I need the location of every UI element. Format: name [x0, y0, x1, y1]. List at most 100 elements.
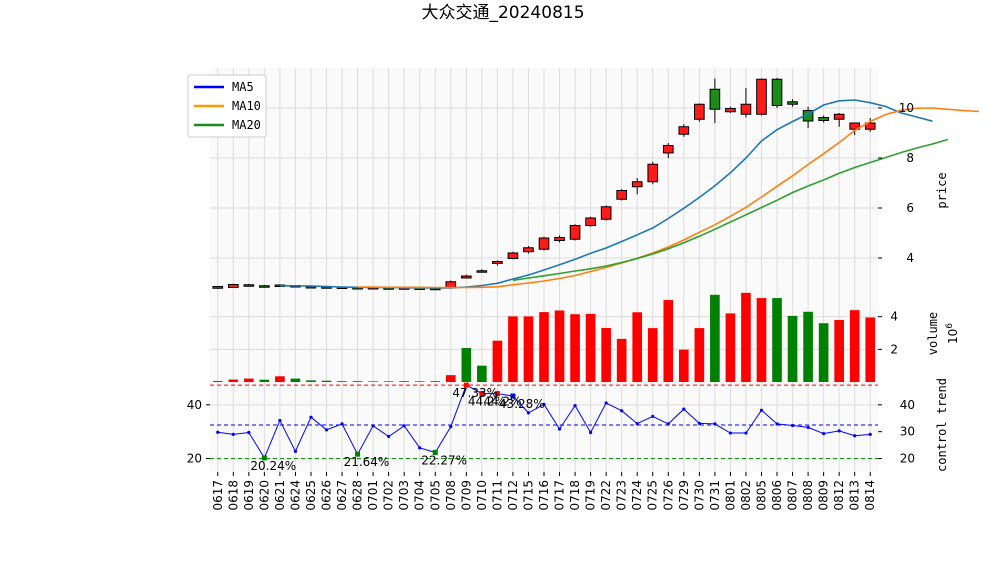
candle-body [616, 190, 627, 200]
trend-point [371, 424, 375, 428]
legend-label-ma20: MA20 [232, 118, 261, 132]
legend: MA5 MA10 MA20 [187, 74, 267, 138]
date-tick-label: 0625 [304, 480, 318, 511]
date-tick-label: 0716 [537, 480, 551, 511]
volume-bar [570, 314, 580, 382]
volume-bar [368, 381, 378, 383]
date-tick-label: 0812 [832, 480, 846, 511]
candle-body [709, 88, 721, 110]
volume-bar [337, 381, 347, 382]
candle-body [756, 78, 767, 115]
candle-body [694, 103, 705, 120]
trend-point [589, 430, 593, 435]
chart-title: 大众交通_20240815 [421, 3, 584, 23]
trend-point [682, 407, 686, 411]
volume-bar [306, 380, 316, 382]
trend-point [387, 434, 391, 439]
trend-point [402, 424, 406, 428]
volume-bar [290, 378, 301, 382]
price-panel: 4 6 8 10 price [210, 68, 980, 293]
candle-body [538, 237, 550, 250]
trend-marker [261, 455, 267, 461]
trend-point [418, 446, 422, 450]
date-tick-label: 0710 [475, 480, 489, 511]
volume-bar [399, 381, 410, 382]
trend-annotation: 22.27% [421, 453, 467, 467]
volume-bar [725, 313, 736, 382]
trend-point [868, 432, 872, 436]
candle-body [585, 217, 596, 226]
volume-tick-label: 2 [890, 342, 898, 356]
volume-bar [523, 316, 534, 382]
volume-multiplier: 106 [945, 323, 960, 344]
trend-left-tick-label: 40 [187, 398, 202, 412]
candle-body [492, 261, 503, 264]
candle-body [833, 113, 845, 120]
volume-bar [678, 349, 689, 382]
price-axis-label: price [935, 172, 949, 208]
date-tick-label: 0627 [335, 480, 349, 511]
trend-point [340, 422, 344, 426]
date-tick-label: 0814 [863, 480, 877, 511]
date-tick-label: 0701 [366, 480, 380, 511]
candle-body [476, 270, 488, 273]
trend-point [604, 401, 608, 405]
volume-bar [228, 379, 239, 382]
candle-body [554, 237, 565, 241]
trend-point [744, 431, 748, 435]
trend-annotation: 20.24% [250, 459, 296, 473]
ma10-line [357, 107, 980, 289]
trend-point [573, 404, 577, 408]
date-tick-label: 0731 [708, 480, 722, 511]
trend-right-tick-label: 30 [900, 425, 915, 439]
ma20-line [512, 138, 949, 282]
trend-marker [463, 382, 469, 388]
candle-body [259, 285, 270, 288]
price-tick-label: 4 [906, 251, 914, 265]
trend-annotation: 43.28% [499, 397, 545, 411]
date-tick-label: 0628 [351, 480, 365, 511]
volume-bar [865, 317, 876, 382]
volume-axis-label: volume [926, 312, 940, 355]
date-tick-label: 0712 [506, 480, 520, 511]
trend-panel: 20.24% 21.64% 22.27% 47.33%44.2%44.2%43.28%… [187, 378, 949, 473]
date-tick-label: 0703 [397, 480, 411, 511]
trend-point [557, 427, 562, 431]
date-tick-label: 0709 [459, 480, 473, 511]
candle-body [771, 78, 783, 106]
volume-bar [616, 338, 627, 382]
volume-bar [461, 348, 472, 382]
candle-body [662, 145, 674, 154]
trend-annotation: 44.2% [468, 395, 506, 409]
trend-point [293, 449, 298, 453]
candle-body [678, 126, 690, 135]
date-tick-label: 0715 [521, 480, 535, 511]
trend-marker [510, 393, 516, 399]
trend-point [759, 408, 764, 412]
trend-point [713, 422, 717, 426]
date-tick-label: 0621 [273, 480, 287, 511]
date-tick-label: 0717 [553, 480, 567, 511]
volume-bar [632, 312, 643, 382]
trend-point [853, 434, 857, 438]
trend-axis-label: control trend [935, 378, 949, 472]
trend-annotation: 44.2% [483, 395, 521, 409]
date-tick-label: 0730 [692, 480, 706, 511]
volume-bar [647, 328, 658, 382]
trend-point [635, 422, 639, 426]
trend-right-tick-label: 20 [900, 452, 915, 466]
trend-point [247, 430, 251, 435]
date-tick-label: 0719 [584, 480, 598, 511]
date-tick-label: 0620 [257, 480, 271, 511]
trend-right-tick-label: 40 [900, 398, 915, 412]
trend-point [449, 424, 453, 429]
candle-body [864, 122, 876, 130]
price-tick-label: 6 [906, 201, 914, 215]
volume-bar [383, 381, 394, 383]
trend-annotation: 47.33% [452, 386, 498, 400]
date-tick-label: 0617 [211, 480, 225, 511]
legend-label-ma5: MA5 [232, 80, 254, 94]
candle-body [787, 101, 798, 105]
volume-bar [787, 315, 798, 382]
date-tick-label: 0729 [677, 480, 691, 511]
